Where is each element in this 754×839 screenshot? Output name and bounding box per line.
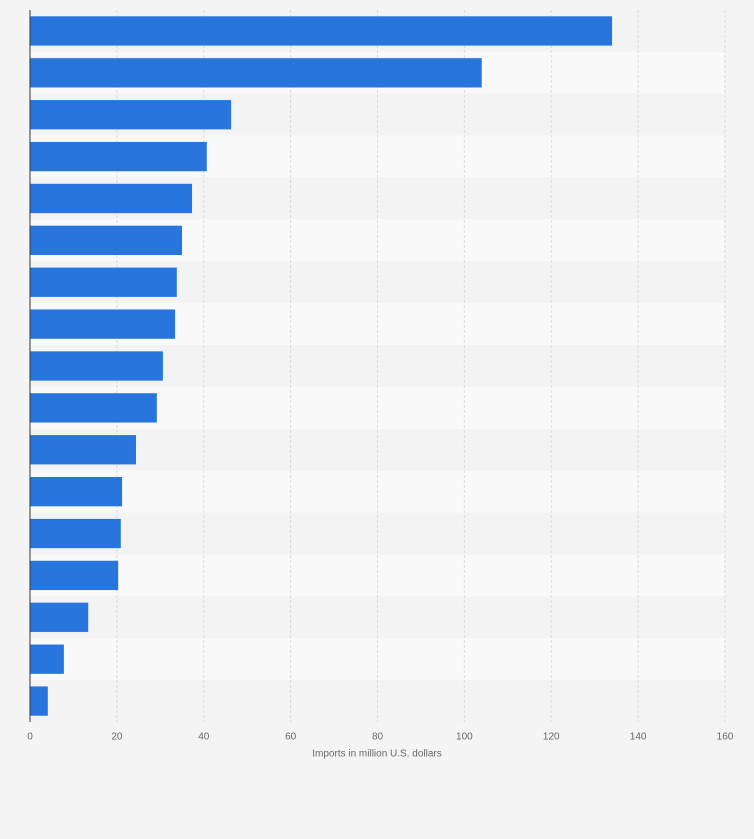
- x-tick-label: 120: [543, 732, 560, 743]
- x-tick-label: 160: [717, 732, 734, 743]
- bar: [30, 309, 176, 339]
- bar: [30, 644, 64, 674]
- bar: [30, 686, 48, 716]
- bar: [30, 141, 207, 172]
- x-tick-label: 140: [630, 732, 647, 743]
- bar: [30, 225, 183, 256]
- bar: [30, 100, 232, 130]
- x-tick-label: 0: [27, 732, 33, 743]
- x-tick-label: 60: [285, 732, 297, 743]
- bar: [30, 560, 119, 591]
- bar: [30, 518, 121, 549]
- row-band: [30, 638, 725, 681]
- row-band: [30, 512, 725, 555]
- bar: [30, 351, 163, 381]
- bar: [30, 435, 136, 465]
- bar: [30, 58, 482, 88]
- bar: [30, 183, 193, 214]
- x-axis-label: Imports in million U.S. dollars: [312, 749, 441, 760]
- x-tick-label: 100: [456, 732, 473, 743]
- bar: [30, 267, 177, 297]
- bar: [30, 16, 613, 46]
- x-tick-label: 80: [372, 732, 384, 743]
- x-tick-label: 40: [198, 732, 210, 743]
- bar: [30, 393, 157, 423]
- bar: [30, 476, 123, 507]
- bar: [30, 602, 89, 632]
- x-tick-label: 20: [111, 732, 123, 743]
